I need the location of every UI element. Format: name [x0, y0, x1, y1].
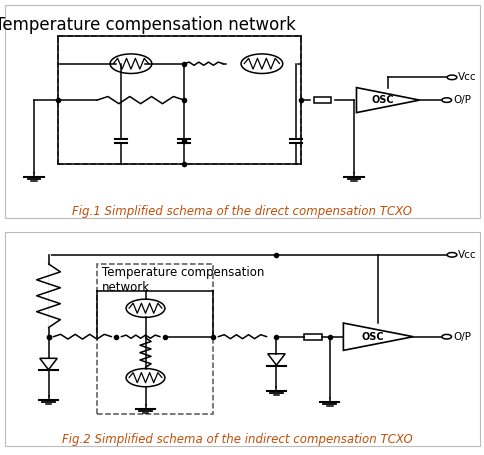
Text: Fig.2 Simplified schema of the indirect compensation TCXO: Fig.2 Simplified schema of the indirect …: [62, 433, 412, 445]
Text: Temperature compensation network: Temperature compensation network: [0, 16, 295, 34]
Bar: [313, 97, 331, 103]
Text: O/P: O/P: [452, 332, 470, 342]
Circle shape: [446, 253, 456, 257]
Bar: [58, 36, 300, 164]
Text: OSC: OSC: [361, 332, 384, 342]
Circle shape: [446, 75, 456, 80]
Circle shape: [441, 98, 451, 102]
Text: Vcc: Vcc: [457, 72, 476, 82]
Bar: [303, 334, 321, 339]
Bar: [97, 264, 213, 414]
Text: Temperature compensation
network: Temperature compensation network: [102, 266, 264, 294]
Text: Fig.1 Simplified schema of the direct compensation TCXO: Fig.1 Simplified schema of the direct co…: [72, 205, 412, 218]
Circle shape: [441, 334, 451, 339]
Text: Vcc: Vcc: [457, 250, 476, 260]
Text: OSC: OSC: [371, 95, 394, 105]
Text: O/P: O/P: [452, 95, 470, 105]
